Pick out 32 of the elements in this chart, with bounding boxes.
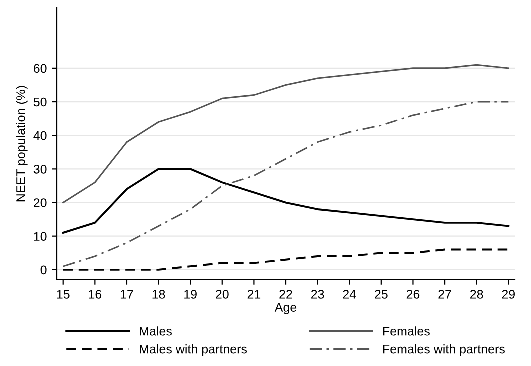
legend-label: Males with partners: [140, 344, 248, 356]
x-tick-label: 24: [343, 290, 356, 299]
x-tick-label: 21: [248, 290, 261, 299]
x-tick-label: 15: [57, 290, 70, 299]
x-tick-label: 28: [470, 290, 484, 299]
legend-label: Males: [140, 326, 172, 336]
x-tick-label: 18: [152, 290, 166, 299]
x-tick-label: 17: [120, 290, 134, 299]
y-tick-label: 10: [34, 232, 47, 241]
x-tick-label: 16: [89, 290, 102, 299]
line-series: [62, 101, 510, 268]
x-tick-label: 25: [375, 290, 388, 299]
y-tick-label: 20: [34, 198, 47, 208]
x-tick-label: 20: [216, 290, 229, 299]
x-tick-label: 22: [280, 290, 292, 299]
x-axis-title: Age: [274, 303, 297, 314]
x-tick-label: 19: [184, 290, 197, 299]
x-tick-label: 27: [438, 290, 452, 299]
x-tick-label: 23: [311, 290, 324, 299]
y-tick-label: 50: [34, 98, 47, 107]
y-tick-label: 0: [40, 266, 47, 275]
y-tick-label: 60: [34, 64, 47, 74]
legend-label: Females with partners: [383, 344, 505, 356]
line-series: [62, 248, 510, 271]
line-series: [62, 168, 510, 234]
y-tick-label: 40: [34, 131, 47, 140]
x-tick-label: 29: [502, 290, 515, 299]
line-series: [62, 64, 510, 204]
x-tick-label: 26: [406, 290, 420, 299]
y-axis-title: NEET population (%): [16, 86, 28, 202]
legend-label: Females: [383, 326, 430, 336]
y-tick-label: 30: [34, 164, 47, 174]
